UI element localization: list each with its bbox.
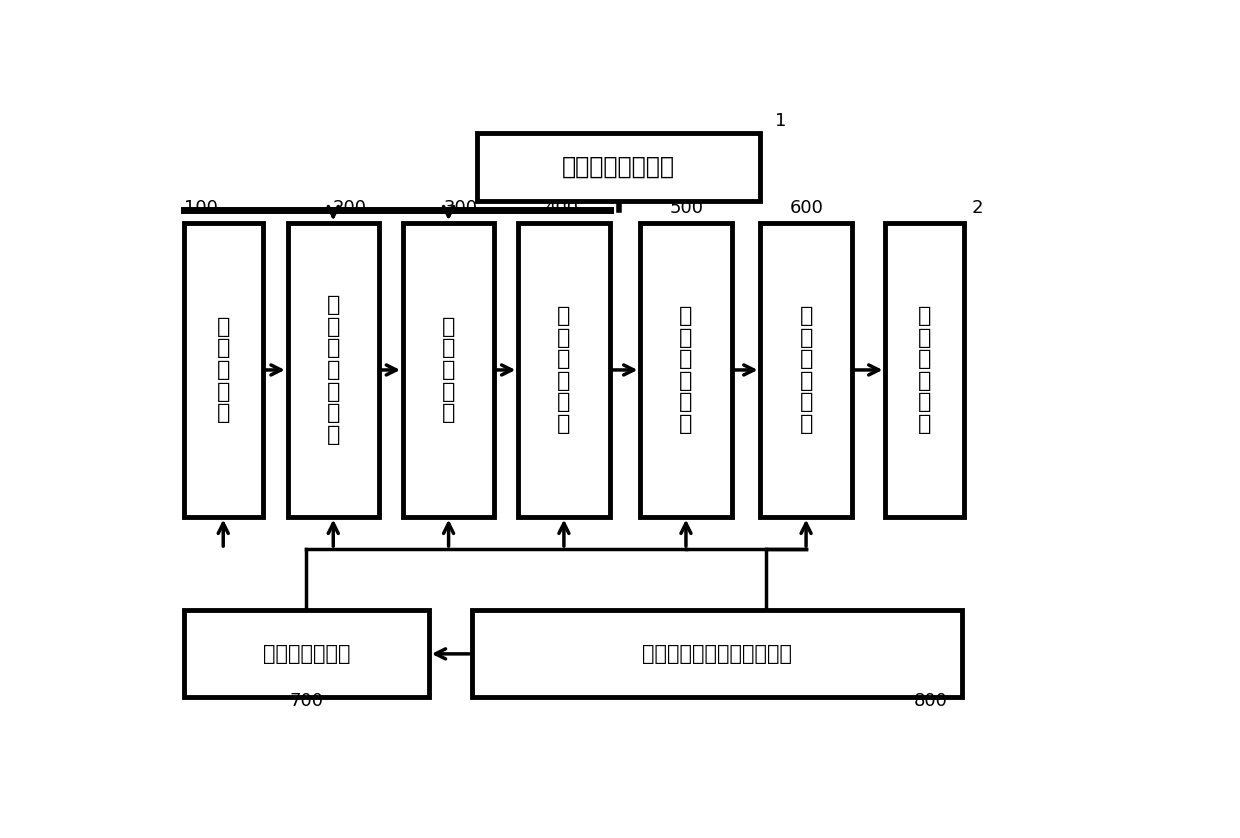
Text: 光
电
探
测
单
元: 光 电 探 测 单 元 xyxy=(557,306,570,434)
Text: 光
采
样
单
元: 光 采 样 单 元 xyxy=(441,317,455,423)
Bar xyxy=(288,223,379,517)
Text: 200: 200 xyxy=(332,199,367,217)
Text: 2: 2 xyxy=(972,199,983,217)
Text: 100: 100 xyxy=(184,199,218,217)
Bar xyxy=(885,223,965,517)
Text: 400: 400 xyxy=(544,199,578,217)
Bar xyxy=(403,223,495,517)
Text: 结
果
输
出
端
口: 结 果 输 出 端 口 xyxy=(918,306,931,434)
Text: 500: 500 xyxy=(670,199,703,217)
Text: 600: 600 xyxy=(789,199,823,217)
Text: 微波信号输入端口: 微波信号输入端口 xyxy=(562,155,676,178)
Text: 宽
线
宽
光
源: 宽 线 宽 光 源 xyxy=(217,317,229,423)
Text: 管理与控制单元: 管理与控制单元 xyxy=(263,644,350,664)
Bar xyxy=(760,223,852,517)
Bar xyxy=(640,223,732,517)
Bar xyxy=(472,610,962,697)
Text: 光
脉
冲
产
生
单
元: 光 脉 冲 产 生 单 元 xyxy=(326,295,340,445)
Bar xyxy=(518,223,610,517)
Text: 800: 800 xyxy=(914,692,949,711)
Text: 700: 700 xyxy=(290,692,324,711)
Bar xyxy=(184,610,429,697)
Bar xyxy=(477,133,760,200)
Text: 信
号
处
理
单
元: 信 号 处 理 单 元 xyxy=(800,306,812,434)
Text: 系统数据库与参数存储目录: 系统数据库与参数存储目录 xyxy=(642,644,792,664)
Text: 模
数
转
换
单
元: 模 数 转 换 单 元 xyxy=(680,306,693,434)
Text: 300: 300 xyxy=(444,199,477,217)
Text: 1: 1 xyxy=(775,111,786,130)
Bar xyxy=(184,223,263,517)
